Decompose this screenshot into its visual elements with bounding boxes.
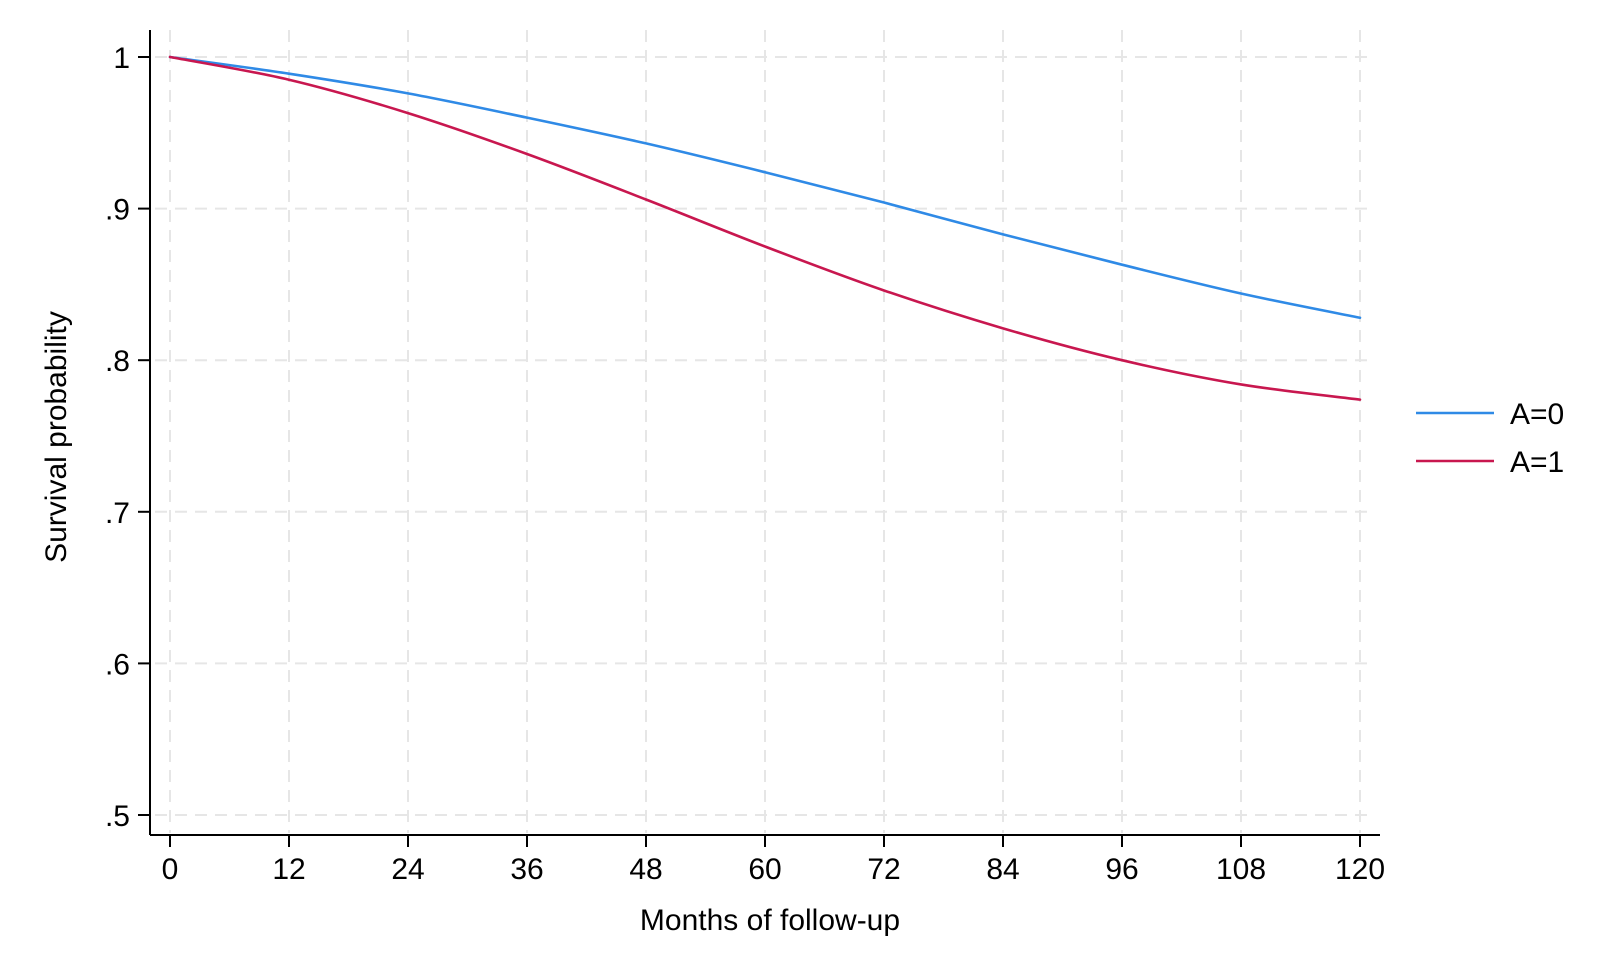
grid [155, 30, 1375, 833]
x-tick-label: 24 [391, 853, 424, 886]
x-tick-label: 108 [1216, 853, 1266, 886]
x-tick-label: 96 [1105, 853, 1138, 886]
y-tick-label: .8 [105, 345, 130, 378]
axes [138, 30, 1380, 847]
y-tick-label: .5 [105, 800, 130, 833]
x-tick-label: 36 [510, 853, 543, 886]
x-tick-label: 48 [629, 853, 662, 886]
y-tick-label: .6 [105, 648, 130, 681]
legend: A=0A=1 [1416, 398, 1564, 479]
y-tick-label: .7 [105, 497, 130, 530]
x-tick-label: 0 [162, 853, 179, 886]
series-line-a-1 [168, 55, 1362, 401]
tick-labels: .5 .6 .7 .8 .9 1 0 12 24 36 48 60 72 84 96 108 120 [105, 42, 1385, 886]
series-line-a-0 [168, 55, 1362, 320]
legend-label: A=1 [1510, 446, 1564, 479]
x-tick-label: 60 [748, 853, 781, 886]
y-axis-title: Survival probability [40, 311, 73, 563]
x-tick-label: 12 [272, 853, 305, 886]
x-axis-title: Months of follow-up [640, 904, 900, 937]
x-tick-label: 84 [986, 853, 1019, 886]
x-tick-label: 72 [867, 853, 900, 886]
legend-label: A=0 [1510, 398, 1564, 431]
y-tick-label: 1 [113, 42, 130, 75]
series-lines [168, 55, 1362, 401]
y-tick-label: .9 [105, 194, 130, 227]
x-tick-label: 120 [1335, 853, 1385, 886]
